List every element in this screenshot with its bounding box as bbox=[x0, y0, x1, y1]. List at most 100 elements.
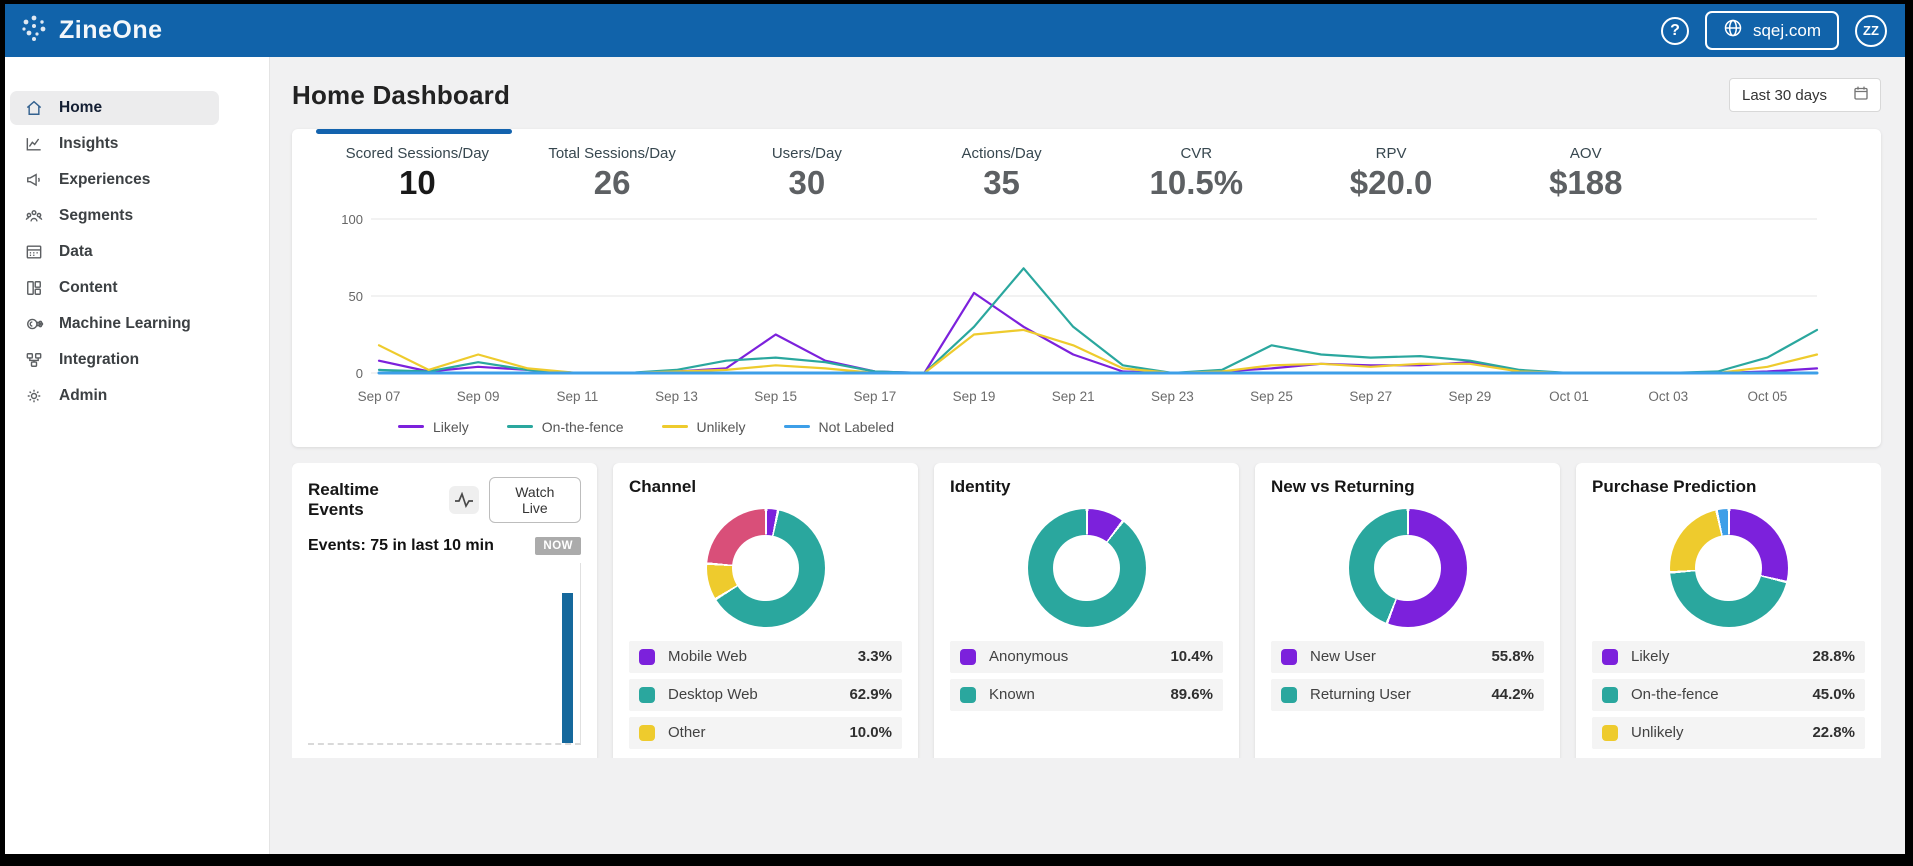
svg-text:Sep 09: Sep 09 bbox=[456, 389, 499, 404]
active-tab-indicator bbox=[316, 129, 512, 134]
stat-value: 26 bbox=[593, 164, 631, 201]
pulse-icon bbox=[448, 485, 479, 514]
sidebar-item-label: Insights bbox=[59, 135, 119, 152]
sessions-line-chart: 100 50 0 Sep 07 Sep 09 Sep 11 Sep 13 Sep 15 Sep … bbox=[341, 212, 1818, 404]
top-bar: ZineOne ? sqej.com ZZ bbox=[5, 4, 1905, 57]
brand-logo[interactable]: ZineOne bbox=[19, 13, 163, 48]
sidebar-item-integration[interactable]: Integration bbox=[10, 343, 219, 377]
sidebar-item-data[interactable]: Data bbox=[10, 235, 219, 269]
donut-legend-swatch bbox=[639, 686, 655, 703]
svg-text:Sep 11: Sep 11 bbox=[556, 389, 598, 404]
identity-card: Identity Anonymous 10.4% Known 89.6% bbox=[934, 462, 1239, 758]
donut-legend-label: Unlikely bbox=[1631, 724, 1684, 742]
stat-tab-users-day[interactable]: Users/Day 30 bbox=[709, 145, 904, 201]
brand-name: ZineOne bbox=[59, 16, 163, 44]
main-content: Home Dashboard Last 30 days Scored Sessi… bbox=[270, 57, 1905, 854]
svg-text:Sep 21: Sep 21 bbox=[1051, 389, 1094, 404]
svg-text:Sep 15: Sep 15 bbox=[754, 389, 797, 404]
date-range-selector[interactable]: Last 30 days bbox=[1729, 78, 1881, 112]
help-button[interactable]: ? bbox=[1660, 16, 1689, 45]
svg-text:0: 0 bbox=[355, 366, 362, 381]
sidebar: Home Insights Experiences Segments Data Conte… bbox=[5, 57, 270, 854]
realtime-events-card: Realtime Events Watch Live Events: 75 in… bbox=[292, 462, 597, 758]
svg-text:Sep 27: Sep 27 bbox=[1349, 389, 1392, 404]
sidebar-item-content[interactable]: Content bbox=[10, 271, 219, 305]
stat-tab-total-sessions-day[interactable]: Total Sessions/Day 26 bbox=[515, 145, 710, 201]
line-chart-legend: Likely On-the-fence Unlikely Not Labeled bbox=[398, 419, 1861, 435]
identity-donut-chart bbox=[1027, 508, 1146, 627]
sidebar-item-segments[interactable]: Segments bbox=[10, 199, 219, 233]
stat-tab-scored-sessions-day[interactable]: Scored Sessions/Day 10 bbox=[320, 145, 515, 201]
legend-swatch bbox=[506, 424, 533, 429]
legend-item-not-labeled[interactable]: Not Labeled bbox=[783, 418, 895, 435]
legend-item-likely[interactable]: Likely bbox=[398, 419, 469, 435]
sidebar-item-experiences[interactable]: Experiences bbox=[10, 163, 219, 197]
donut-legend-row-mobile-web: Mobile Web 3.3% bbox=[629, 640, 902, 673]
sidebar-item-admin[interactable]: Admin bbox=[10, 379, 219, 413]
insights-icon bbox=[26, 138, 41, 151]
sidebar-item-home[interactable]: Home bbox=[10, 91, 219, 125]
donut-legend-swatch bbox=[1602, 686, 1618, 703]
stat-label: AOV bbox=[1569, 145, 1602, 162]
identity-legend: Anonymous 10.4% Known 89.6% bbox=[950, 640, 1223, 711]
stat-label: Scored Sessions/Day bbox=[345, 145, 490, 162]
svg-text:Sep 19: Sep 19 bbox=[952, 389, 995, 404]
integration-icon bbox=[26, 353, 42, 367]
donut-legend-label: Mobile Web bbox=[668, 648, 747, 666]
kpi-stats-row: Scored Sessions/Day 10 Total Sessions/Day 2… bbox=[320, 145, 1683, 201]
stat-tab-rpv[interactable]: RPV $20.0 bbox=[1294, 145, 1489, 201]
sidebar-item-label: Experiences bbox=[59, 171, 151, 188]
watch-live-button[interactable]: Watch Live bbox=[488, 476, 581, 523]
stat-tab-actions-day[interactable]: Actions/Day 35 bbox=[904, 145, 1099, 201]
page-title: Home Dashboard bbox=[292, 79, 511, 110]
sidebar-item-label: Segments bbox=[59, 207, 134, 224]
sidebar-item-machine-learning[interactable]: Machine Learning bbox=[10, 307, 219, 341]
donut-legend-value: 3.3% bbox=[857, 648, 892, 666]
donut-legend-row-on-the-fence: On-the-fence 45.0% bbox=[1592, 678, 1865, 711]
stat-value: 10.5% bbox=[1149, 164, 1244, 201]
svg-text:Sep 07: Sep 07 bbox=[357, 389, 400, 404]
stat-value: $20.0 bbox=[1349, 164, 1433, 201]
overview-card: Scored Sessions/Day 10 Total Sessions/Day 2… bbox=[292, 129, 1881, 447]
svg-text:Sep 13: Sep 13 bbox=[655, 389, 698, 404]
zineone-logo-icon bbox=[19, 13, 49, 48]
sidebar-item-label: Admin bbox=[59, 387, 108, 404]
channel-legend: Mobile Web 3.3% Desktop Web 62.9% Other 10.0% bbox=[629, 640, 902, 749]
sidebar-item-insights[interactable]: Insights bbox=[10, 127, 219, 161]
donut-legend-label: Desktop Web bbox=[668, 686, 758, 704]
stat-value: $188 bbox=[1549, 164, 1623, 201]
legend-label: Not Labeled bbox=[818, 418, 895, 435]
donut-legend-label: Known bbox=[989, 686, 1035, 704]
svg-text:Oct 05: Oct 05 bbox=[1747, 389, 1787, 404]
donut-legend-label: Likely bbox=[1631, 648, 1670, 666]
svg-text:Sep 17: Sep 17 bbox=[853, 389, 896, 404]
avatar[interactable]: ZZ bbox=[1855, 14, 1887, 47]
purchase-prediction-donut-chart bbox=[1669, 508, 1788, 627]
domain-selector[interactable]: sqej.com bbox=[1704, 11, 1839, 50]
legend-item-on-the-fence[interactable]: On-the-fence bbox=[506, 419, 624, 435]
donut-legend-row-known: Known 89.6% bbox=[950, 678, 1223, 711]
donut-legend-label: On-the-fence bbox=[1631, 686, 1719, 704]
donut-legend-value: 45.0% bbox=[1812, 686, 1855, 704]
realtime-current-bar bbox=[562, 592, 573, 743]
new-vs-returning-legend: New User 55.8% Returning User 44.2% bbox=[1271, 640, 1544, 711]
donut-legend-label: Returning User bbox=[1310, 686, 1411, 704]
donut-legend-value: 55.8% bbox=[1491, 648, 1534, 666]
data-icon bbox=[26, 245, 42, 259]
realtime-events-title: Realtime Events bbox=[308, 479, 379, 519]
stat-value: 35 bbox=[983, 164, 1020, 201]
legend-label: Likely bbox=[433, 418, 469, 435]
date-range-label: Last 30 days bbox=[1742, 86, 1828, 104]
svg-text:Oct 01: Oct 01 bbox=[1549, 389, 1589, 404]
stat-tab-cvr[interactable]: CVR 10.5% bbox=[1099, 145, 1294, 201]
sidebar-item-label: Home bbox=[59, 99, 103, 116]
stat-tab-aov[interactable]: AOV $188 bbox=[1488, 145, 1683, 201]
legend-item-unlikely[interactable]: Unlikely bbox=[661, 419, 746, 435]
calendar-icon bbox=[1852, 84, 1870, 106]
channel-card: Channel Mobile Web 3.3% Desktop Web 62.9% Ot… bbox=[613, 462, 918, 758]
realtime-bar-chart bbox=[308, 562, 581, 745]
new-vs-returning-title: New vs Returning bbox=[1271, 476, 1415, 496]
home-icon bbox=[26, 100, 42, 115]
stat-label: Actions/Day bbox=[961, 145, 1042, 162]
donut-legend-row-desktop-web: Desktop Web 62.9% bbox=[629, 678, 902, 711]
